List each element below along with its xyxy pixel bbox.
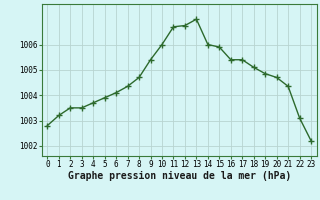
X-axis label: Graphe pression niveau de la mer (hPa): Graphe pression niveau de la mer (hPa) [68,171,291,181]
